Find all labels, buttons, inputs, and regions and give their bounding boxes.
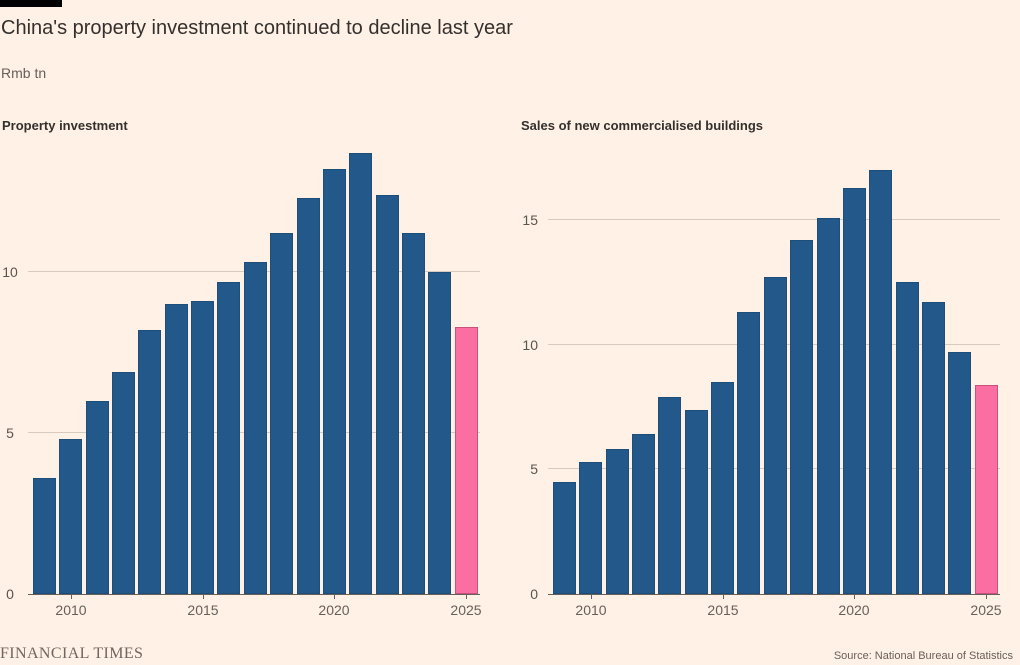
bar-2014 bbox=[685, 410, 708, 594]
ft-top-accent-bar bbox=[0, 0, 62, 7]
bar-2020 bbox=[323, 169, 346, 594]
chart-title: China's property investment continued to… bbox=[1, 17, 513, 39]
bar-2010 bbox=[579, 462, 602, 594]
bar-2013 bbox=[138, 330, 161, 594]
y-tick-label-5: 5 bbox=[6, 425, 14, 441]
bar-2017 bbox=[244, 262, 267, 594]
bar-2013 bbox=[658, 397, 681, 594]
x-axis-tick-2015 bbox=[203, 595, 204, 599]
bar-2011 bbox=[86, 401, 109, 594]
bar-2016 bbox=[737, 312, 760, 594]
bar-2014 bbox=[165, 304, 188, 594]
x-tick-label-2020: 2020 bbox=[838, 602, 870, 618]
bar-2020 bbox=[843, 188, 866, 594]
gridline-15 bbox=[548, 219, 1000, 220]
bar-2024 bbox=[428, 272, 451, 594]
x-axis-tick-2020 bbox=[854, 595, 855, 599]
bar-2024 bbox=[948, 352, 971, 594]
x-axis-tick-2010 bbox=[71, 595, 72, 599]
bar-2022 bbox=[376, 195, 399, 594]
bar-2010 bbox=[59, 439, 82, 594]
right-chart-subtitle: Sales of new commercialised buildings bbox=[521, 118, 764, 133]
x-tick-label-2015: 2015 bbox=[707, 602, 739, 618]
bar-2012 bbox=[632, 434, 655, 594]
units-label: Rmb tn bbox=[1, 65, 47, 81]
bar-2021 bbox=[349, 153, 372, 594]
bar-2011 bbox=[606, 449, 629, 594]
bar-2009 bbox=[33, 478, 56, 594]
bar-2019 bbox=[297, 198, 320, 594]
bar-2025 bbox=[455, 327, 478, 594]
bar-2023 bbox=[402, 233, 425, 594]
bar-2021 bbox=[869, 170, 892, 594]
bar-2025 bbox=[975, 385, 998, 594]
bar-2012 bbox=[112, 372, 135, 594]
left-chart-subtitle: Property investment bbox=[2, 118, 128, 133]
right-chart-plot: 0 5 10 15 2010 2015 2020 2025 bbox=[522, 134, 1002, 618]
left-chart-plot: 0 5 10 2010 2015 2020 2025 bbox=[2, 134, 482, 618]
source-credit: Source: National Bureau of Statistics bbox=[833, 650, 1013, 662]
y-tick-label-10: 10 bbox=[2, 264, 18, 280]
bar-2018 bbox=[790, 240, 813, 594]
x-tick-label-2015: 2015 bbox=[187, 602, 219, 618]
bar-2019 bbox=[817, 218, 840, 594]
x-tick-label-2010: 2010 bbox=[55, 602, 87, 618]
y-tick-label-0: 0 bbox=[530, 586, 538, 602]
y-tick-label-5: 5 bbox=[530, 461, 538, 477]
x-axis-tick-2015 bbox=[723, 595, 724, 599]
x-tick-label-2010: 2010 bbox=[575, 602, 607, 618]
x-axis-tick-2020 bbox=[334, 595, 335, 599]
ft-logo-text: FINANCIAL TIMES bbox=[0, 645, 144, 662]
x-axis-tick-2025 bbox=[466, 595, 467, 599]
bar-2009 bbox=[553, 482, 576, 594]
bar-2017 bbox=[764, 277, 787, 594]
bar-2016 bbox=[217, 282, 240, 594]
x-tick-label-2025: 2025 bbox=[450, 602, 482, 618]
bar-2015 bbox=[711, 382, 734, 594]
y-tick-label-0: 0 bbox=[6, 586, 14, 602]
bar-2022 bbox=[896, 282, 919, 594]
x-tick-label-2020: 2020 bbox=[318, 602, 350, 618]
x-axis-tick-2010 bbox=[591, 595, 592, 599]
x-tick-label-2025: 2025 bbox=[970, 602, 1002, 618]
x-axis-tick-2025 bbox=[986, 595, 987, 599]
y-tick-label-10: 10 bbox=[522, 337, 538, 353]
bar-2023 bbox=[922, 302, 945, 594]
bar-2018 bbox=[270, 233, 293, 594]
y-tick-label-15: 15 bbox=[522, 212, 538, 228]
bar-2015 bbox=[191, 301, 214, 594]
